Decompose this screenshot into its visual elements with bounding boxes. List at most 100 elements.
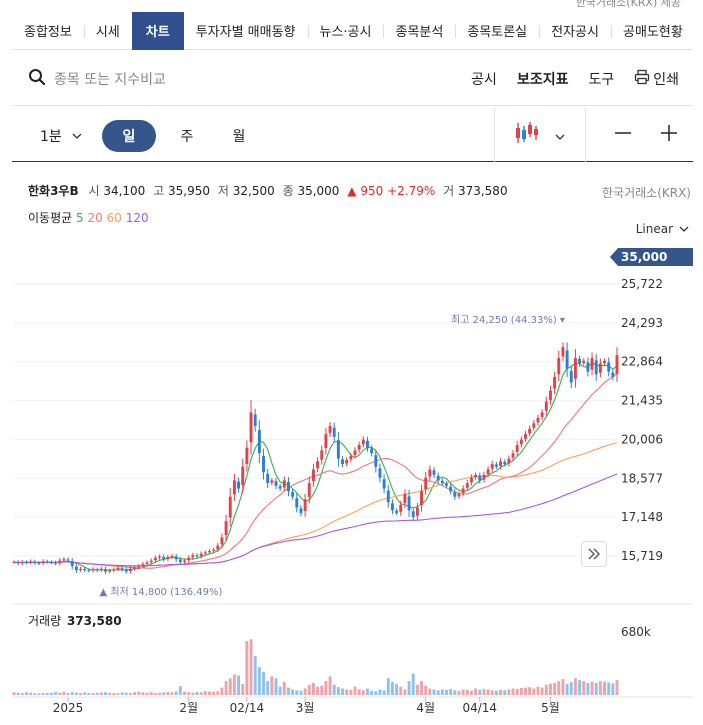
candle-body (395, 510, 399, 514)
volume-bar (282, 682, 286, 695)
volume-bar (228, 678, 232, 695)
candle-body (141, 564, 145, 566)
candle-body (366, 440, 369, 448)
y-tick-label: 15,719 (621, 549, 663, 563)
candle-body (62, 559, 66, 561)
tab-investor-trend[interactable]: 투자자별 매매동향 (195, 25, 296, 40)
candle-body (507, 458, 511, 464)
double-chevron-right-icon (587, 545, 601, 564)
candle-body (158, 556, 162, 558)
zoom-out-button[interactable] (608, 108, 638, 162)
search-icon (28, 68, 46, 90)
volume-legend: 거래량 373,580 (28, 612, 122, 629)
volume-bar (116, 693, 120, 695)
tab-quotes[interactable]: 시세 (83, 12, 132, 50)
volume-bar (237, 675, 241, 695)
volume-bar (174, 691, 178, 695)
volume-bar (345, 689, 349, 695)
chart-type-select[interactable] (494, 108, 586, 162)
y-tick-label: 22,864 (621, 355, 663, 369)
scroll-right-button[interactable] (581, 541, 607, 567)
candle-body (478, 475, 482, 481)
y-tick-label: 21,435 (621, 394, 663, 408)
candle-body (54, 562, 58, 564)
volume-bar (241, 683, 245, 695)
volume-legend-label: 거래량 (28, 614, 62, 628)
ma-line-60 (13, 441, 618, 567)
low-value: 32,500 (232, 184, 275, 198)
tools-button[interactable]: 도구 (588, 72, 615, 88)
source-caption: 한국거래소(KRX) 제공 (575, 0, 681, 9)
y-tick-label: 25,722 (621, 277, 663, 291)
y-tick-label: 17,148 (621, 510, 663, 524)
volume-bar (324, 681, 328, 695)
tab-analysis[interactable]: 종목분석 (383, 12, 455, 50)
candle-body (220, 537, 224, 545)
tab-discussion[interactable]: 종목토론실 (455, 12, 539, 50)
high-value: 35,950 (168, 184, 211, 198)
high-marker-text: 최고 24,250 (44.33%) ▾ (451, 314, 565, 326)
volume-bar (299, 690, 303, 695)
volume-bar (320, 685, 324, 695)
candle-body (237, 481, 241, 489)
minute-select[interactable]: 1분 (40, 120, 82, 152)
volume-bar (162, 692, 166, 695)
ma-5: 5 (76, 211, 84, 225)
period-month-button[interactable]: 월 (232, 129, 246, 145)
candle-body (573, 358, 577, 379)
volume-bar (415, 684, 419, 695)
candle-body (515, 445, 519, 452)
volume-bar (149, 692, 153, 695)
candle-body (191, 555, 195, 558)
volume-label: 거 (443, 184, 455, 198)
minute-label: 1분 (40, 129, 62, 145)
volume-bar (615, 680, 619, 695)
volume-bar (158, 692, 162, 695)
volume-bar (453, 690, 457, 695)
candle-body (70, 561, 74, 567)
tab-chart[interactable]: 차트 (131, 11, 184, 50)
volume-bar (291, 689, 295, 695)
tab-e-disclosure[interactable]: 전자공시 (539, 12, 611, 50)
volume-bar (66, 693, 70, 695)
disclosure-button[interactable]: 공시 (471, 72, 497, 88)
candle-body (361, 439, 365, 445)
candle-body (20, 561, 24, 564)
volume-bar (611, 683, 615, 695)
y-tick-label: 24,293 (621, 316, 663, 330)
period-week-button[interactable]: 주 (180, 129, 194, 145)
tab-overview[interactable]: 종합정보 (24, 25, 72, 40)
volume-bar (536, 686, 540, 695)
ma-line-20 (13, 373, 618, 569)
candle-body (166, 557, 170, 559)
candle-body (116, 567, 120, 570)
compare-search[interactable]: 종목 또는 지수비교 (28, 68, 166, 90)
indicator-button[interactable]: 보조지표 (516, 72, 569, 88)
zoom-in-button[interactable] (654, 108, 684, 162)
candle-body (83, 568, 87, 571)
close-value: 35,000 (297, 184, 340, 198)
candle-body (536, 417, 540, 423)
volume-bar (586, 682, 590, 695)
volume-bar (307, 684, 311, 695)
volume-bar (544, 684, 548, 695)
candle-body (428, 469, 432, 477)
tab-news[interactable]: 뉴스·공시 (307, 12, 384, 50)
scale-select[interactable]: Linear (636, 222, 689, 236)
print-button[interactable]: 인쇄 (634, 69, 679, 89)
volume-bar (524, 687, 527, 695)
close-label: 종 (282, 184, 294, 198)
volume-bar (33, 693, 37, 695)
moving-average-legend[interactable]: 이동평균 5 20 60 120 (28, 209, 149, 226)
candle-body (615, 355, 619, 374)
volume-bar (207, 691, 211, 695)
volume-bar (540, 687, 544, 695)
period-day-button[interactable]: 일 (102, 120, 156, 152)
volume-bar (336, 687, 340, 695)
candle-body (569, 370, 573, 383)
candle-body (341, 459, 344, 465)
volume-bar (478, 689, 482, 695)
x-tick-label: 2월 (179, 701, 198, 715)
ma-20: 20 (87, 211, 103, 225)
tab-short-selling[interactable]: 공매도현황 (610, 12, 695, 50)
